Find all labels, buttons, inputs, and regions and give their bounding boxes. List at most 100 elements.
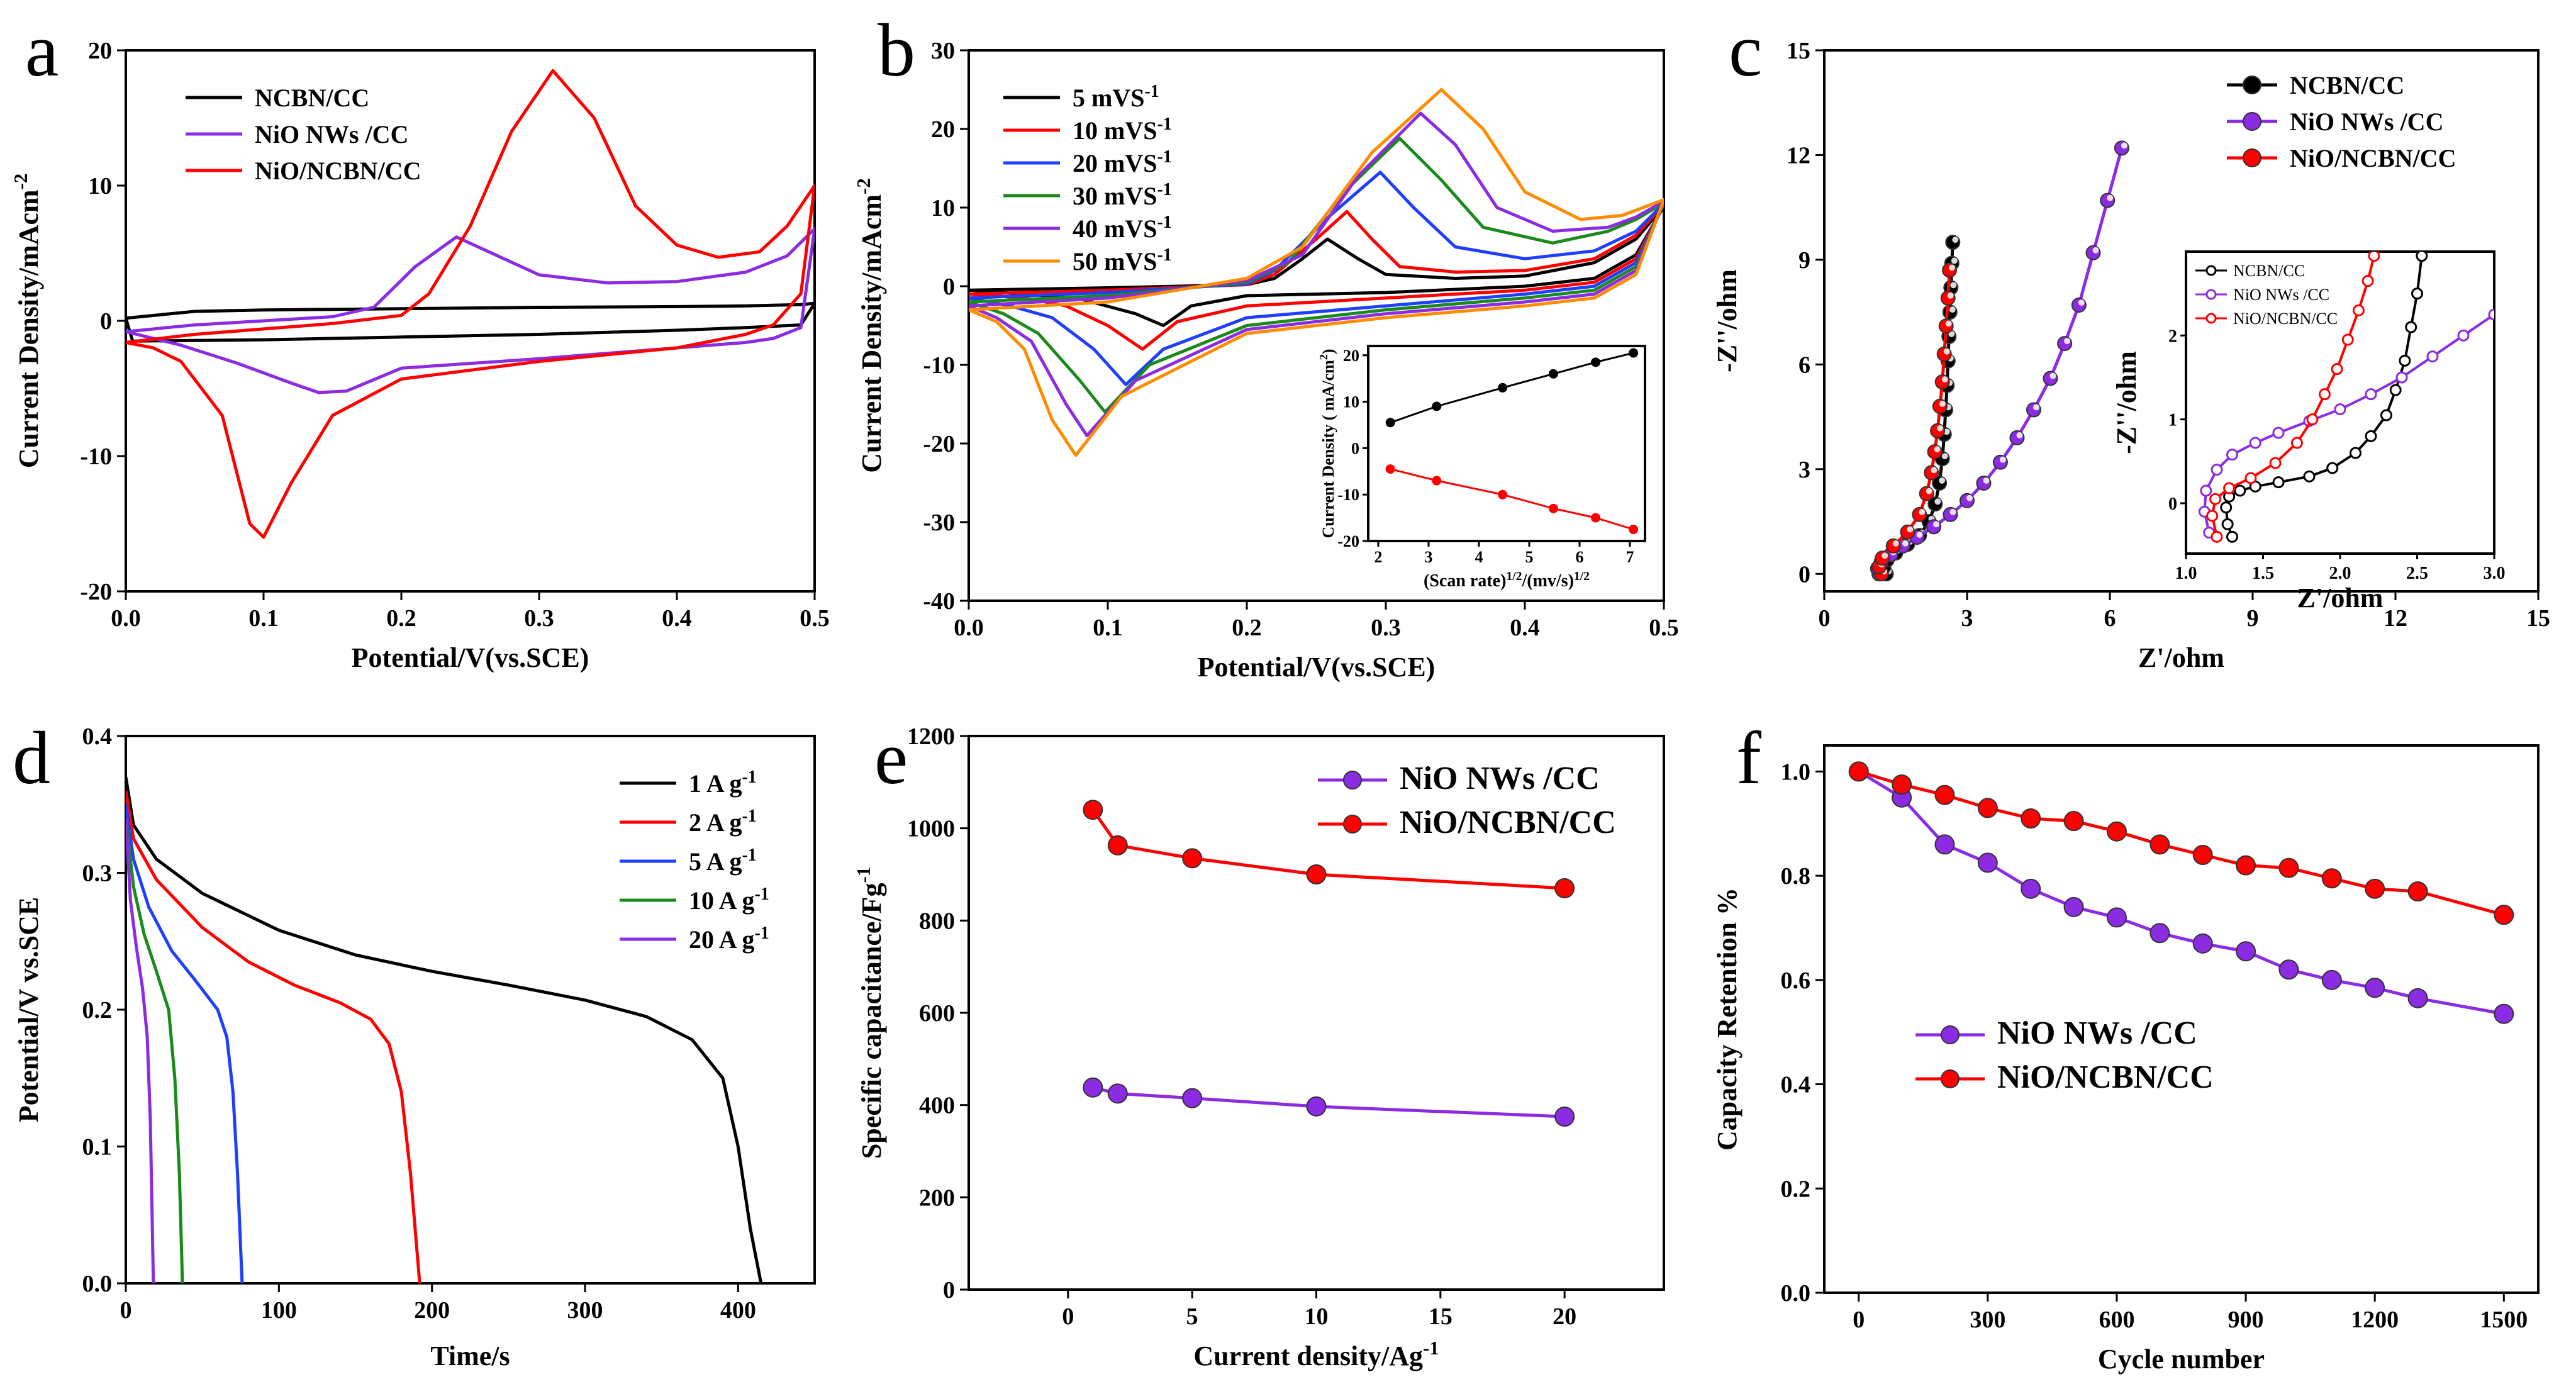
- y-axis-title: Specific capacitance/Fg-1: [853, 867, 887, 1159]
- panel-label: d: [13, 716, 50, 800]
- x-tick-label: 900: [2228, 1307, 2264, 1333]
- data-point: [2057, 336, 2073, 352]
- data-point-highlight: [2078, 299, 2085, 306]
- x-tick-label: 2.5: [2406, 564, 2428, 583]
- inset-point: [2272, 476, 2285, 489]
- data-point: [1083, 800, 1103, 820]
- data-layer: [126, 69, 815, 539]
- data-point-highlight: [1943, 348, 1950, 355]
- y-tick-label: 9: [1798, 247, 1810, 274]
- panel-c: c0 3 6 9 12 1503691215Z'/ohm-Z''/ohmNCBN/CCNi…: [1712, 8, 2550, 673]
- inset-point: [2457, 329, 2470, 342]
- inset-point: [2306, 413, 2319, 426]
- y-tick-label: 10: [1343, 393, 1359, 411]
- inset-point: [1591, 357, 1601, 367]
- inset-point: [2234, 484, 2246, 497]
- legend-label: NCBN/CC: [255, 84, 369, 112]
- data-layer: [1083, 800, 1575, 1127]
- data-point: [1554, 1107, 1575, 1127]
- data-point: [2365, 878, 2385, 899]
- x-tick-label: 3: [1425, 548, 1433, 566]
- inset-point: [2200, 484, 2212, 497]
- y-tick-label: -30: [923, 510, 955, 536]
- y-tick-label: 20: [931, 116, 955, 143]
- x-tick-label: 1.5: [2252, 564, 2274, 583]
- data-point-highlight: [1892, 540, 1899, 547]
- inset-point: [2389, 384, 2402, 396]
- data-point: [2100, 192, 2116, 208]
- data-point: [1976, 476, 1992, 491]
- legend-label: NiO NWs /CC: [255, 120, 408, 148]
- data-point-highlight: [1907, 526, 1914, 533]
- data-point: [2085, 245, 2101, 260]
- data-point: [1306, 1096, 1327, 1117]
- data-point-highlight: [1939, 400, 1946, 407]
- y-tick-label: 0: [2168, 494, 2177, 514]
- legend-label: 5 A g-1: [689, 845, 757, 876]
- data-point: [2043, 371, 2058, 386]
- x-tick-label: 1500: [2480, 1307, 2528, 1333]
- y-tick-label: 0: [1351, 439, 1359, 457]
- inset-point: [2399, 354, 2411, 367]
- data-point-highlight: [1949, 264, 1955, 271]
- y-tick-label: -10: [1337, 486, 1359, 504]
- legend-label: 50 mVS-1: [1073, 245, 1172, 276]
- legend-marker: [1343, 771, 1362, 789]
- panel-d: d 0 100 200 300 400 0.0 0.1 0.2 0.3 0.4 Time/s Poten…: [13, 716, 816, 1371]
- inset-x-title: Z'/ohm: [2297, 583, 2384, 613]
- inset-legend-label: NiO/NCBN/CC: [2233, 310, 2338, 328]
- data-point-highlight: [1951, 257, 1958, 264]
- data-point: [1554, 878, 1575, 898]
- data-point-highlight: [1934, 446, 1941, 453]
- data-point: [1182, 1088, 1203, 1108]
- data-point: [2192, 933, 2213, 954]
- data-point-highlight: [1939, 477, 1946, 484]
- x-tick-label: 9: [2247, 605, 2259, 632]
- series-line: [126, 301, 815, 343]
- x-tick-label: 0.5: [800, 605, 830, 632]
- data-point: [1926, 519, 1942, 535]
- series-line: [126, 818, 155, 1283]
- data-point: [1892, 774, 1912, 795]
- inset-point: [2341, 333, 2354, 346]
- data-point: [1930, 423, 1946, 438]
- inset-point: [1548, 503, 1558, 513]
- data-point: [2407, 881, 2428, 901]
- legend-label: NiO NWs /CC: [1400, 761, 1600, 796]
- inset-point: [2411, 287, 2423, 300]
- y-tick-label: 200: [919, 1185, 955, 1211]
- data-point: [2021, 808, 2041, 828]
- data-layer: [1848, 761, 2514, 1024]
- legend-label: 2 A g-1: [689, 806, 757, 837]
- panel-label: a: [25, 8, 59, 92]
- series-line: [969, 88, 1664, 457]
- x-tick-label: 1.0: [2175, 564, 2197, 583]
- panel-label: f: [1736, 716, 1761, 800]
- data-point: [2071, 298, 2087, 313]
- plot-frame: [125, 49, 816, 593]
- x-tick-label: 0.4: [662, 605, 692, 632]
- inset-point: [1591, 513, 1601, 523]
- inset-point: [2211, 530, 2223, 543]
- data-point-highlight: [2032, 404, 2039, 411]
- inset-point: [1548, 369, 1558, 379]
- y-tick-label: 0.2: [82, 997, 113, 1024]
- data-point-highlight: [1941, 453, 1948, 460]
- inset-point: [2365, 388, 2377, 401]
- inset-series-line: [1390, 352, 1634, 424]
- panel-f: f 0 300 600 900 1200 1500 0.0 0.2 0.4 0.6 0.8 1.0 Cyc…: [1712, 716, 2540, 1375]
- data-point: [1900, 524, 1915, 540]
- x-tick-label: 0: [1853, 1307, 1865, 1333]
- x-tick-label: 0.2: [1232, 615, 1262, 641]
- inset-point: [2249, 437, 2261, 449]
- inset-point: [2220, 501, 2233, 514]
- data-point-highlight: [2121, 142, 2127, 149]
- inset-background: [2186, 252, 2494, 554]
- y-tick-label: 600: [919, 1000, 955, 1027]
- x-tick-label: 5: [1186, 1303, 1198, 1330]
- data-point: [2321, 868, 2342, 889]
- inset-point: [2395, 371, 2408, 384]
- data-point: [1885, 538, 1901, 554]
